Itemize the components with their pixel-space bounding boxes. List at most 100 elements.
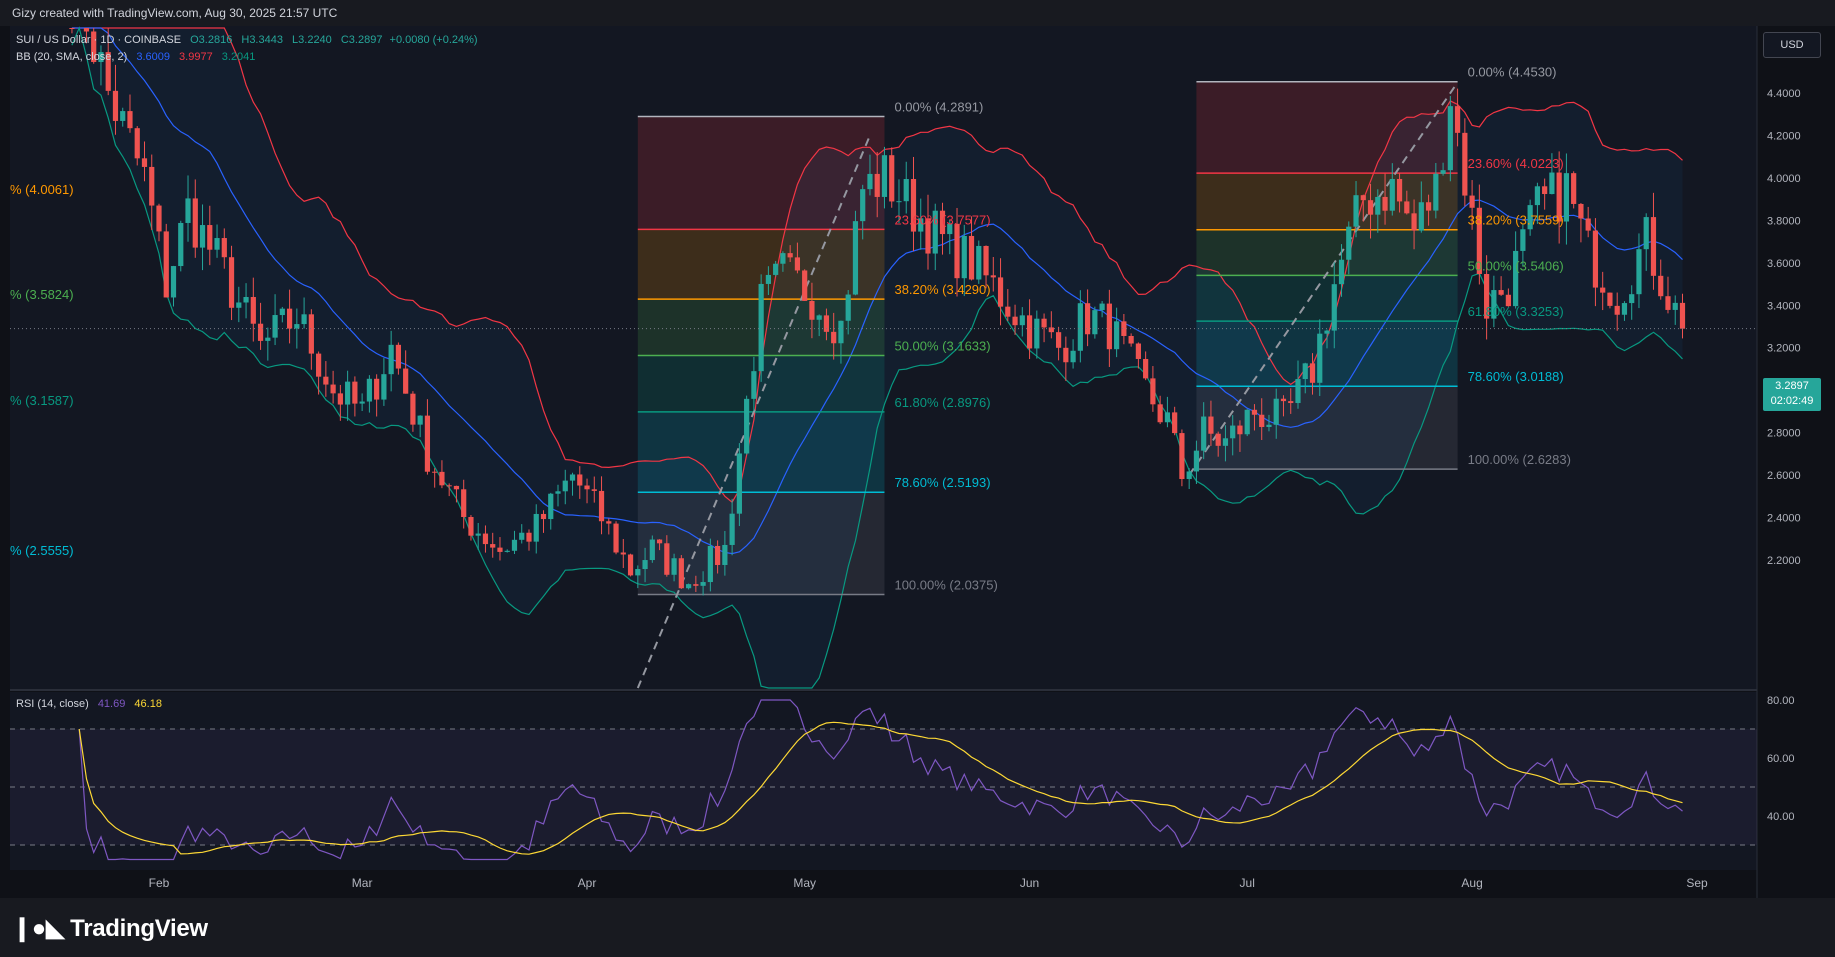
candle-body	[773, 263, 779, 275]
candle-body	[700, 582, 706, 586]
fib-april-label-4: 61.80% (2.8976)	[894, 395, 990, 410]
candle-body	[1128, 335, 1134, 344]
candle-body	[1360, 195, 1366, 201]
candle-body	[519, 532, 525, 540]
candle-body	[112, 90, 119, 121]
candle-body	[606, 521, 612, 524]
candle-body	[613, 523, 619, 553]
candle-body	[540, 513, 547, 520]
tradingview-logo[interactable]: ❙●◣ TradingView	[12, 914, 208, 943]
candle-body	[932, 210, 938, 254]
candle-body	[1324, 330, 1330, 334]
price-axis-tick: 2.6000	[1767, 470, 1801, 482]
price-axis-tick: 4.2000	[1767, 130, 1801, 142]
price-axis-tick: 4.0000	[1767, 173, 1801, 185]
candle-body	[1338, 259, 1345, 285]
candle-body	[1150, 378, 1156, 405]
chart-canvas[interactable]: 0.00% (4.2891) 23.60% (3.7577) 38.20% (3.4…	[0, 0, 1835, 898]
candle-body	[715, 545, 721, 565]
candle-body	[403, 368, 409, 394]
candle-body	[1164, 412, 1171, 423]
candle-body	[1186, 471, 1192, 480]
candle-body	[1251, 409, 1258, 415]
low-value: L3.2240	[292, 34, 332, 46]
candle-body	[388, 344, 394, 375]
candle-body	[642, 560, 648, 570]
candle-body	[497, 547, 503, 552]
time-axis-tick: Mar	[352, 876, 373, 890]
candle-body	[330, 384, 336, 394]
bb-lower-value: 3.2041	[221, 51, 256, 63]
candle-body	[671, 558, 677, 575]
fib-april-zone-4	[637, 411, 885, 493]
close-value: C3.2897	[340, 34, 383, 46]
candle-body	[976, 245, 982, 280]
tv-logo-icon: ❙●◣	[12, 915, 65, 942]
candle-body	[163, 231, 169, 298]
candle-body	[729, 513, 735, 545]
candle-body	[816, 315, 822, 320]
candle-body	[910, 179, 917, 232]
last-price-tag: 3.2897 02:02:49	[1763, 378, 1821, 411]
top-bar: Gizy created with TradingView.com, Aug 3…	[0, 0, 1835, 26]
candle-body	[1578, 203, 1584, 219]
candle-body	[250, 297, 256, 324]
candle-body	[577, 474, 583, 486]
symbol-legend[interactable]: SUI / US Dollar · 1D · COINBASE O3.2816 …	[16, 34, 478, 46]
price-axis-tick: 3.6000	[1767, 258, 1801, 270]
candle-body	[562, 480, 568, 492]
currency-selector[interactable]: USD	[1763, 32, 1821, 58]
candle-body	[337, 393, 343, 405]
candle-body	[1230, 425, 1236, 439]
candle-body	[831, 331, 837, 344]
candle-body	[765, 274, 771, 284]
price-axis-tick: 3.8000	[1767, 215, 1801, 227]
candle-body	[1643, 217, 1649, 250]
candle-body	[1019, 315, 1025, 326]
candle-body	[228, 257, 235, 308]
candle-body	[1469, 195, 1475, 208]
candle-body	[903, 179, 909, 202]
candle-body	[1317, 333, 1323, 383]
candle-body	[178, 222, 184, 267]
rsi-axis-tick: 60.00	[1767, 753, 1795, 765]
candle-body	[874, 173, 880, 197]
candle-body	[1665, 296, 1671, 310]
candle-body	[918, 218, 924, 232]
candle-body	[1563, 173, 1570, 222]
candle-body	[1520, 229, 1526, 251]
candle-body	[1048, 327, 1054, 333]
rsi-axis-tick: 40.00	[1767, 811, 1795, 823]
rsi-value: 41.69	[97, 698, 126, 710]
candle-body	[1237, 425, 1243, 435]
candle-body	[207, 225, 213, 250]
fib-july-label-3: 50.00% (3.5406)	[1468, 258, 1564, 273]
candle-body	[1012, 316, 1018, 326]
candle-body	[308, 314, 314, 354]
candle-body	[889, 155, 895, 202]
fib-april-zone-0	[637, 116, 885, 230]
candle-body	[867, 173, 873, 190]
time-axis-tick: May	[793, 876, 816, 890]
left-fib-label: % (3.1587)	[10, 393, 74, 408]
candle-body	[555, 491, 561, 494]
candle-body	[1607, 292, 1613, 306]
candle-body	[1571, 173, 1577, 204]
candle-body	[823, 315, 830, 332]
rsi-legend[interactable]: RSI (14, close) 41.69 46.18	[16, 698, 162, 710]
candle-body	[1592, 230, 1599, 288]
candle-body	[1295, 379, 1301, 404]
candle-body	[1534, 186, 1540, 206]
candle-body	[693, 584, 699, 586]
candle-body	[627, 554, 634, 576]
candle-body	[272, 315, 278, 338]
candle-body	[127, 111, 133, 129]
candle-body	[1201, 416, 1207, 451]
candle-body	[787, 253, 793, 258]
candle-body	[1215, 433, 1221, 446]
bb-legend[interactable]: BB (20, SMA, close, 2) 3.6009 3.9977 3.2…	[16, 51, 255, 63]
brand-text: TradingView	[70, 915, 208, 942]
fib-april-label-2: 38.20% (3.4290)	[894, 282, 990, 297]
candle-body	[141, 158, 148, 167]
candle-body	[1433, 173, 1439, 211]
